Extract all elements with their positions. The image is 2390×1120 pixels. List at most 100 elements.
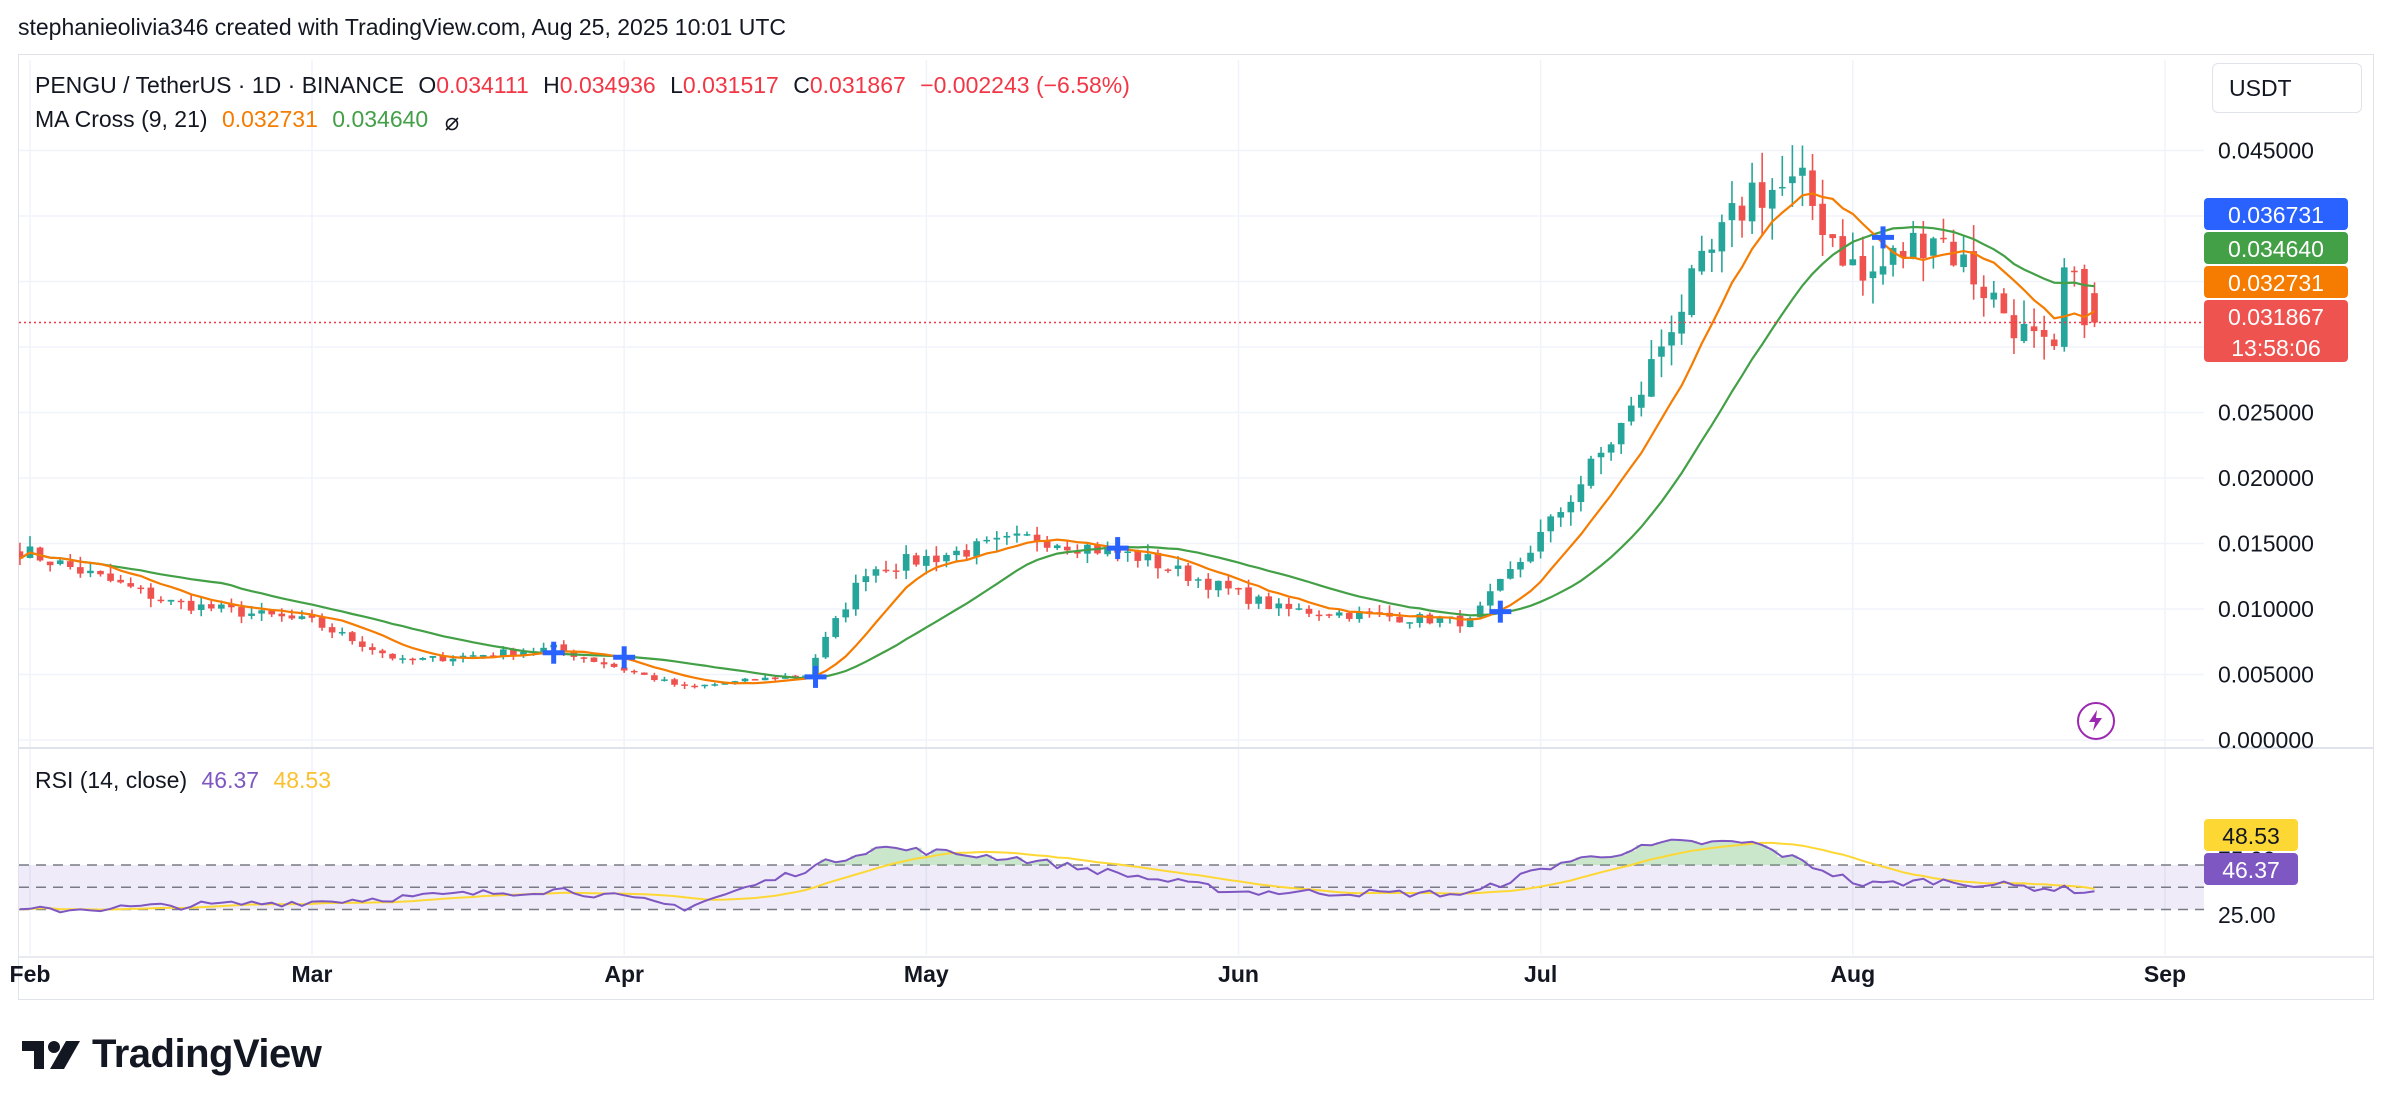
candle <box>1184 562 1192 587</box>
low-value: 0.031517 <box>682 72 779 98</box>
candle <box>1215 580 1222 597</box>
ma-fast-line <box>19 192 2096 685</box>
candle <box>419 657 427 661</box>
candle <box>671 677 678 687</box>
chart-frame <box>18 54 2374 1000</box>
price-axis-label: 0.005000 <box>2218 662 2314 688</box>
candle <box>207 599 215 612</box>
candle <box>681 681 688 690</box>
candle <box>1879 244 1887 285</box>
lightning-icon[interactable] <box>2077 702 2115 740</box>
candle <box>1708 238 1716 273</box>
open-value: 0.034111 <box>436 72 529 98</box>
candle <box>1627 396 1635 426</box>
candle <box>1134 549 1142 568</box>
candle <box>822 631 829 659</box>
candle <box>751 678 759 681</box>
candle <box>842 602 850 623</box>
price-tag-ma-slow: 0.034640 <box>2204 232 2348 264</box>
candle <box>1789 145 1796 207</box>
candle <box>2010 299 2018 355</box>
candle <box>902 545 910 580</box>
svg-text:0.036731: 0.036731 <box>2228 202 2324 228</box>
candle <box>187 594 195 615</box>
candle <box>1003 532 1011 545</box>
candle <box>1426 612 1434 625</box>
price-axis-label: 0.010000 <box>2218 596 2314 622</box>
price-tag-blue: 0.036731 <box>2204 198 2348 230</box>
candle <box>832 615 839 639</box>
symbol-name: PENGU / TetherUS · 1D · BINANCE <box>35 72 404 98</box>
candle <box>147 583 155 608</box>
price-chart[interactable]: 0.045000 0.025000 0.020000 0.015000 0.010000… <box>0 0 2390 1010</box>
candle <box>1607 442 1615 461</box>
change-value: −0.002243 (−6.58%) <box>920 72 1130 98</box>
time-axis-label: Sep <box>2144 961 2186 987</box>
price-tag-last: 0.031867 13:58:06 <box>2204 300 2348 362</box>
candle <box>1275 598 1283 617</box>
candle <box>1486 583 1494 612</box>
candle <box>369 643 376 655</box>
candle <box>1849 232 1857 266</box>
candle <box>409 657 417 665</box>
currency-selector[interactable]: USDT <box>2212 63 2362 113</box>
ma-cross-marker <box>613 646 636 669</box>
rsi-value: 46.37 <box>201 767 260 793</box>
candle <box>1930 236 1937 269</box>
chart-credit: stephanieolivia346 created with TradingV… <box>18 14 787 40</box>
candle <box>1557 507 1565 527</box>
svg-text:0.031867: 0.031867 <box>2228 304 2324 330</box>
candle <box>922 549 930 575</box>
candle <box>389 653 396 661</box>
candle <box>892 563 900 579</box>
candle <box>157 596 165 604</box>
candle <box>127 577 135 589</box>
candle <box>1013 525 1021 543</box>
candle <box>1335 609 1343 618</box>
time-axis-label: Feb <box>10 961 51 987</box>
candle <box>600 657 608 669</box>
close-value: 0.031867 <box>809 72 906 98</box>
svg-text:46.37: 46.37 <box>2222 857 2280 883</box>
candle <box>1356 606 1363 623</box>
candle <box>630 669 638 675</box>
candle <box>298 610 306 620</box>
candle <box>1345 612 1353 622</box>
candle <box>1517 557 1524 578</box>
high-label: H <box>543 72 560 98</box>
candle <box>1859 236 1867 296</box>
ma-slow-value: 0.034640 <box>332 106 429 132</box>
price-axis-label: 0.000000 <box>2218 727 2314 753</box>
rsi-legend[interactable]: RSI (14, close) 46.37 48.53 <box>35 767 339 794</box>
ma-cross-marker <box>1106 537 1129 560</box>
candle <box>1950 229 1957 267</box>
candle <box>1174 556 1182 577</box>
candle <box>359 636 366 652</box>
candle <box>1325 613 1333 619</box>
candle <box>1587 455 1595 489</box>
candle <box>1970 225 1977 300</box>
candle <box>399 654 406 664</box>
candle <box>1235 587 1242 595</box>
ma-slow-line <box>19 225 2095 680</box>
close-label: C <box>793 72 810 98</box>
candle <box>1527 545 1534 564</box>
candle <box>137 585 145 594</box>
candle <box>590 657 598 663</box>
time-axis-label: Apr <box>604 961 644 987</box>
candle <box>1537 519 1544 559</box>
ma-cross-legend[interactable]: MA Cross (9, 21) 0.032731 0.034640 <box>35 106 469 133</box>
eye-off-icon[interactable] <box>443 112 461 131</box>
candle <box>1819 179 1826 256</box>
candle <box>1043 535 1051 552</box>
time-axis-label: May <box>904 961 949 987</box>
candle <box>1245 579 1252 610</box>
candle <box>338 627 346 636</box>
rsi-ma-tag: 48.53 <box>2204 819 2298 851</box>
svg-text:13:58:06: 13:58:06 <box>2231 335 2321 361</box>
candle <box>1919 220 1927 282</box>
candle <box>1577 475 1585 512</box>
tradingview-logo-icon <box>22 1040 80 1069</box>
candle <box>1748 162 1756 235</box>
time-axis-label: Mar <box>292 961 333 987</box>
